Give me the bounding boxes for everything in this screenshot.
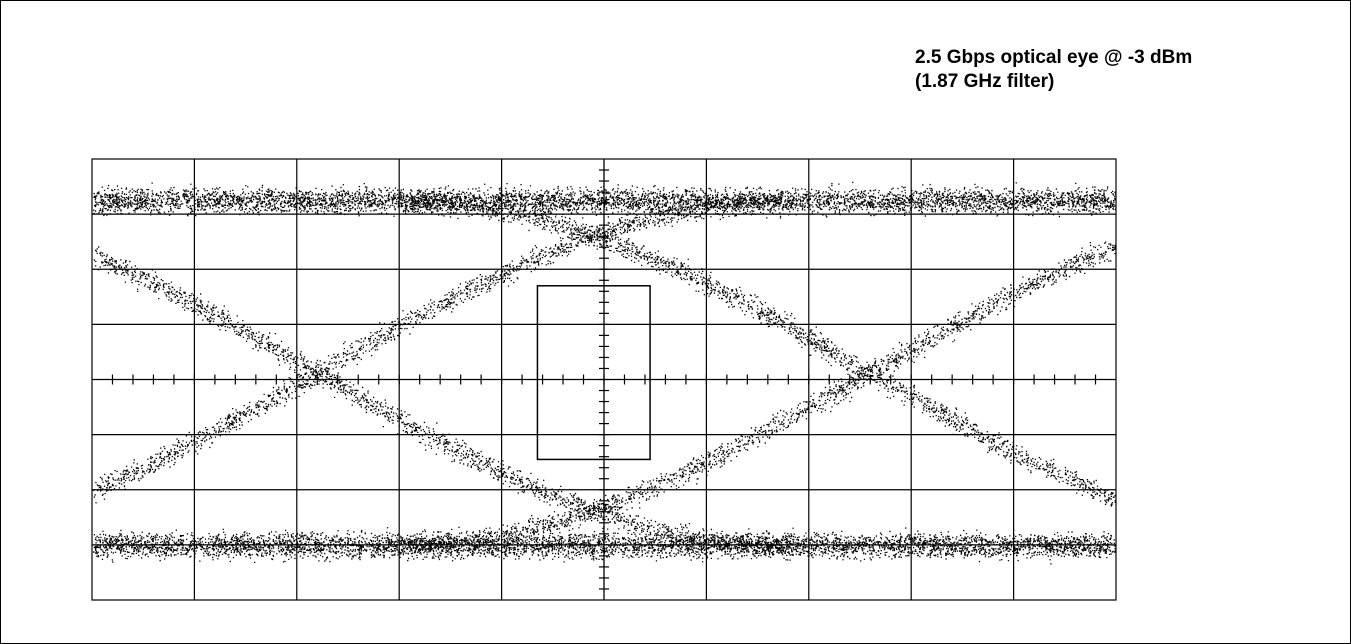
chart-subtitle: (1.87 GHz filter) [915, 71, 1055, 92]
eye-mask [536, 285, 651, 461]
graticule-ticks [111, 169, 1097, 590]
eye-trace-dots [93, 181, 1117, 565]
eye-trace-samples [93, 181, 1117, 565]
chart-title: 2.5 Gbps optical eye @ -3 dBm [915, 47, 1193, 68]
chart-title-block: 2.5 Gbps optical eye @ -3 dBm (1.87 GHz … [915, 46, 1192, 94]
mask-rectangle [536, 285, 651, 461]
